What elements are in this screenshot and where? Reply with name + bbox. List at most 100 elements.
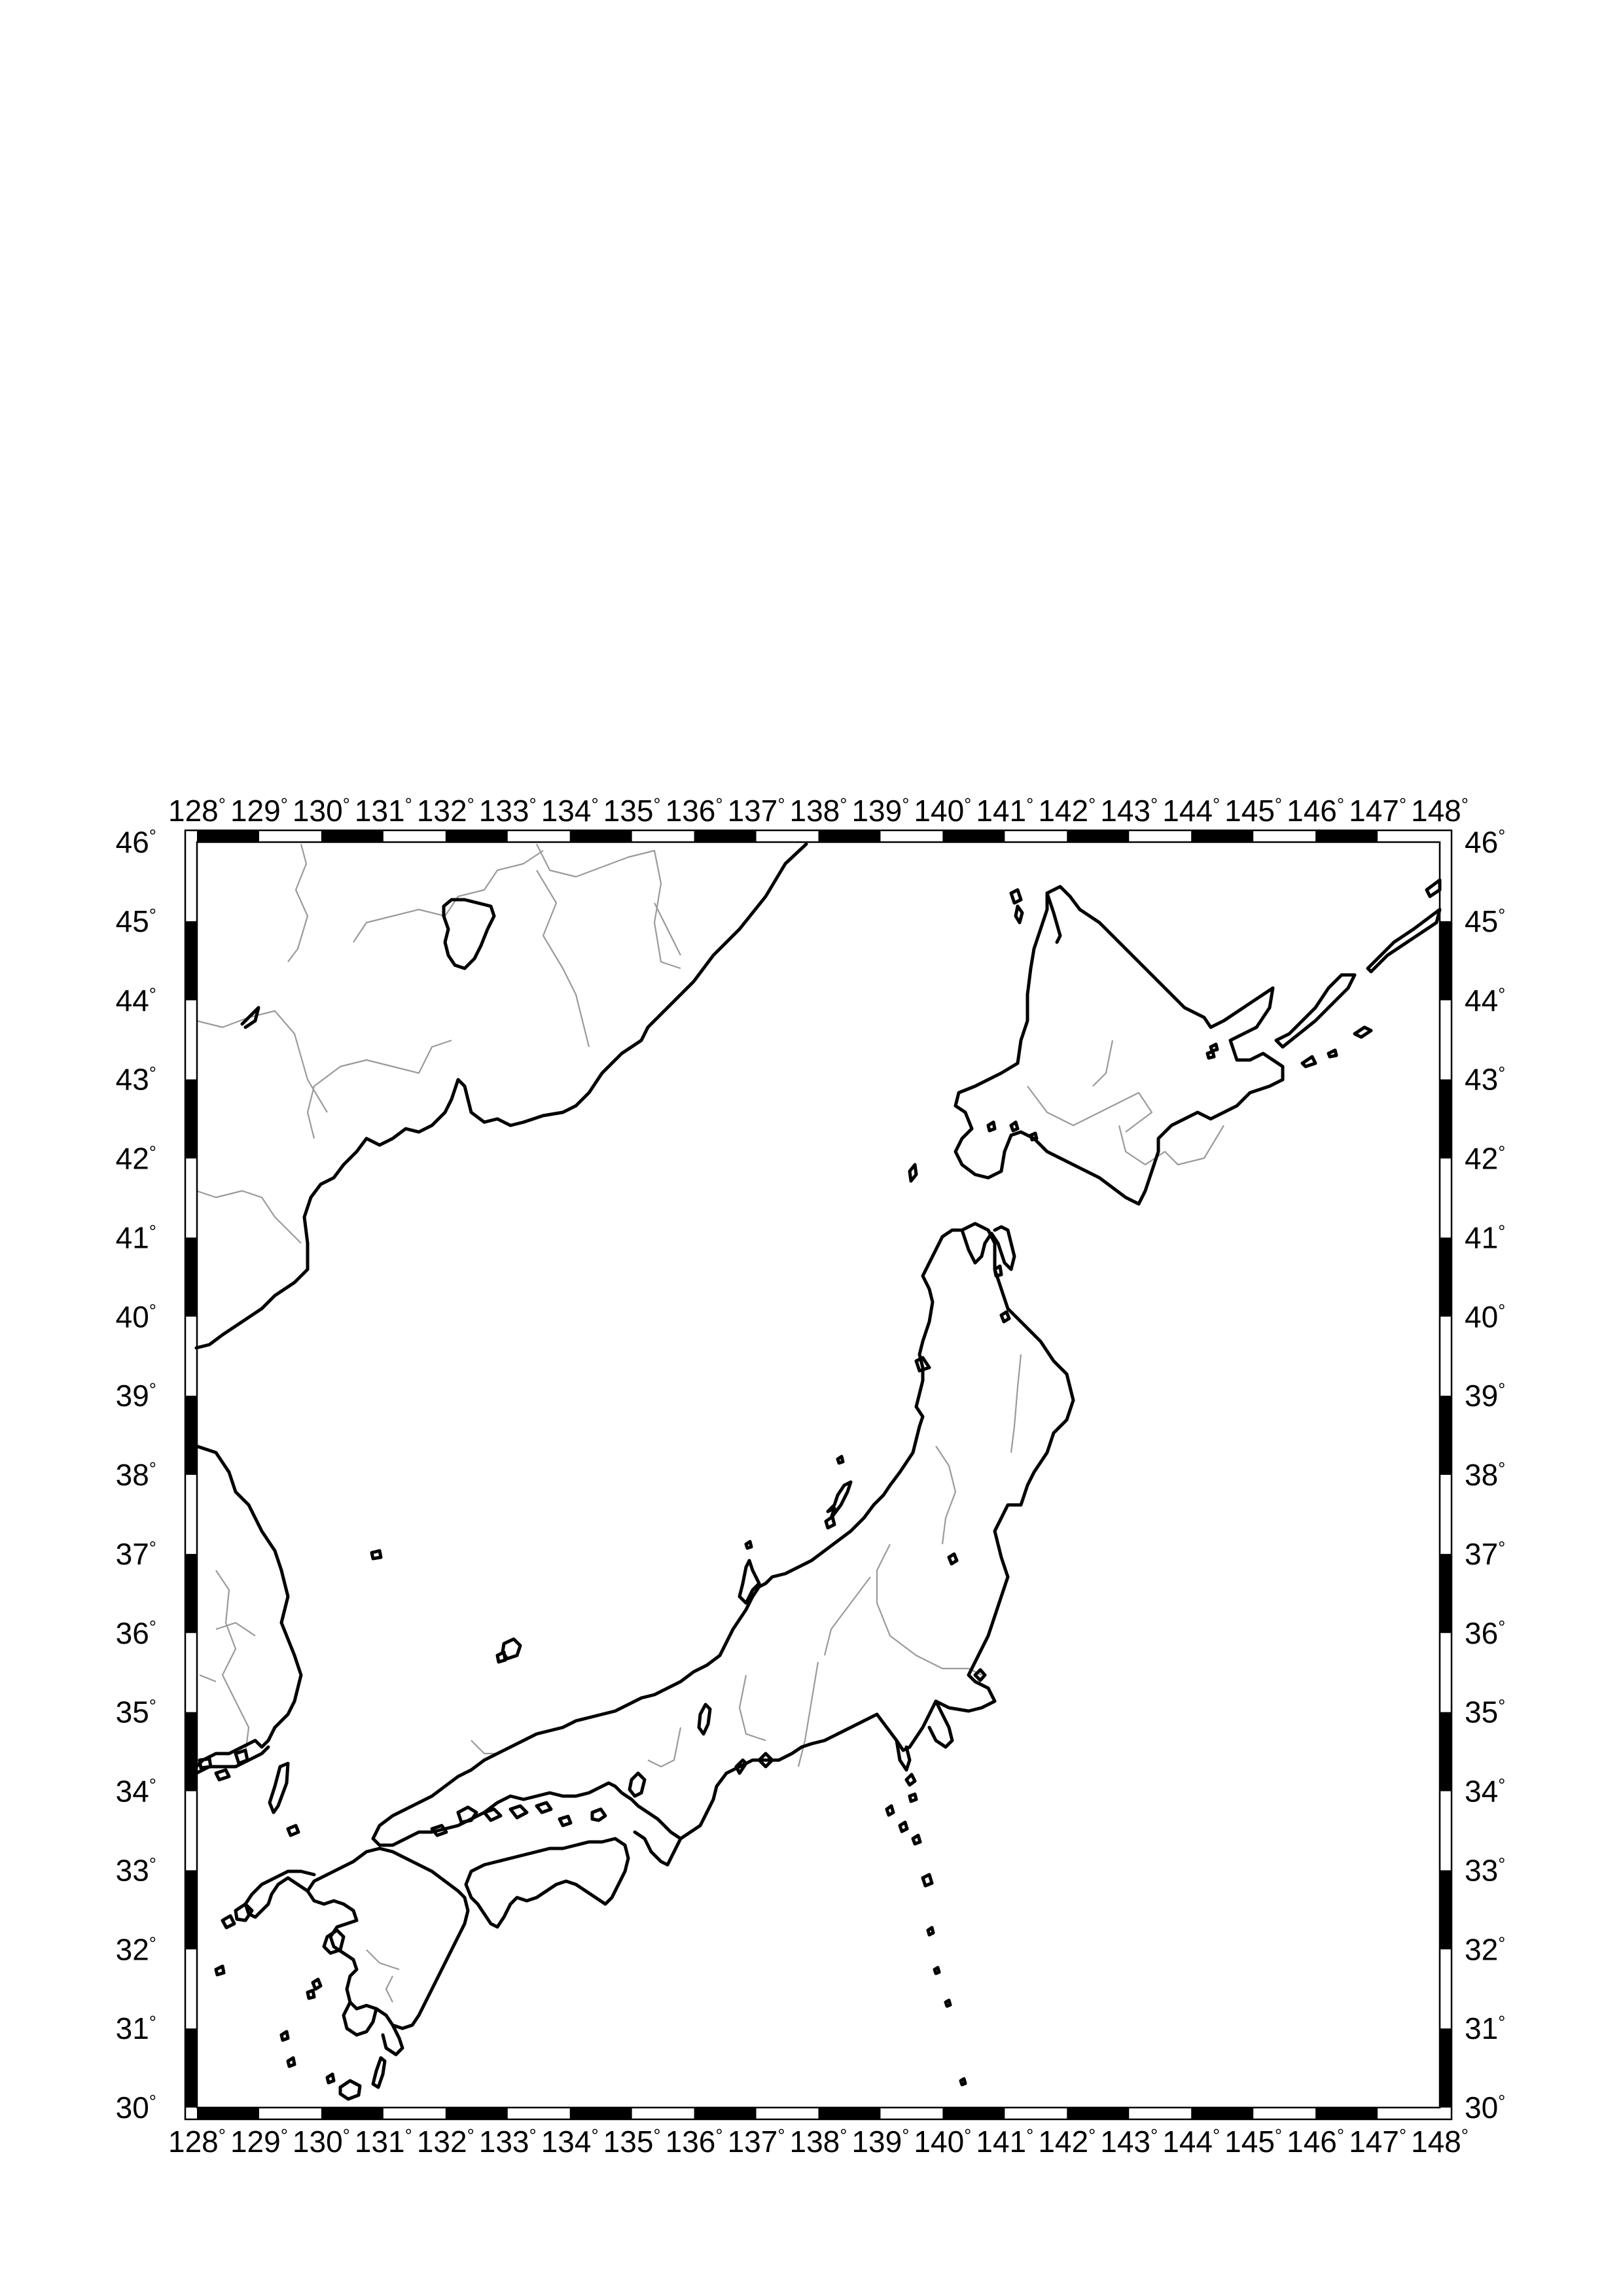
island-okushiri xyxy=(908,1163,918,1183)
lat-label-right: 41° xyxy=(1465,1220,1505,1254)
frame-segment-bottom xyxy=(197,2108,259,2119)
island-izu-oshima xyxy=(904,1773,917,1787)
frame-segment-right xyxy=(1440,1396,1452,1475)
frame-segment-right xyxy=(1440,1870,1452,1950)
river-amur-region-1 xyxy=(287,843,309,963)
lon-label-top: 140° xyxy=(914,794,971,828)
lon-label-bottom: 147° xyxy=(1349,2125,1406,2159)
lon-label-top: 129° xyxy=(230,794,288,828)
lat-label-left: 35° xyxy=(116,1695,156,1729)
river-kinki-1 xyxy=(647,1727,682,1768)
lon-label-top: 142° xyxy=(1038,794,1096,828)
lon-label-bottom: 142° xyxy=(1038,2125,1096,2159)
coast-kii xyxy=(633,1830,683,1867)
coast-asia-north xyxy=(194,842,808,1350)
island-sado-2 xyxy=(824,1515,836,1530)
frame-segment-bottom xyxy=(321,2108,383,2119)
river-amur-region-5 xyxy=(654,902,681,956)
lat-label-right: 44° xyxy=(1465,983,1505,1017)
lon-label-top: 128° xyxy=(168,794,226,828)
island-miyake xyxy=(911,1833,922,1846)
lat-label-left: 34° xyxy=(116,1775,156,1809)
frame-segment-left xyxy=(185,921,197,1000)
coast-kyushu xyxy=(306,1846,470,2030)
island-habomai xyxy=(1300,1055,1317,1069)
lon-label-top: 130° xyxy=(293,794,350,828)
river-chubu-2 xyxy=(797,1661,819,1767)
island-iki xyxy=(286,1824,300,1837)
lat-label-right: 34° xyxy=(1465,1775,1505,1809)
lat-label-left: 44° xyxy=(116,983,156,1017)
lat-label-right: 32° xyxy=(1465,1932,1505,1966)
frame-segment-top xyxy=(197,830,259,842)
coast-noto xyxy=(738,1559,761,1605)
frame-segment-top xyxy=(694,830,757,842)
island-hegura xyxy=(744,1540,753,1550)
island-satsunan xyxy=(279,2030,290,2042)
map-frame xyxy=(184,829,1453,2121)
river-chugoku-1 xyxy=(471,1740,497,1755)
river-korea-2 xyxy=(215,1621,256,1636)
island-koshiki-2 xyxy=(306,1988,316,2000)
lat-label-left: 40° xyxy=(116,1299,156,1333)
island-aogashima xyxy=(926,1926,935,1937)
island-koshiki xyxy=(311,1977,323,1991)
island-shikotan xyxy=(1353,1025,1373,1039)
lon-label-bottom: 133° xyxy=(479,2125,537,2159)
lon-label-bottom: 129° xyxy=(230,2125,288,2159)
map-background xyxy=(197,842,1440,2108)
river-hokkaido-2 xyxy=(1092,1040,1114,1087)
frame-segment-right xyxy=(1440,1553,1452,1633)
river-amur-region-4 xyxy=(536,843,681,970)
river-amur-region-3 xyxy=(536,870,590,1048)
lon-label-bottom: 136° xyxy=(666,2125,723,2159)
river-korea-3 xyxy=(199,1674,217,1683)
lat-label-left: 41° xyxy=(116,1220,156,1254)
lon-label-bottom: 137° xyxy=(728,2125,785,2159)
frame-segment-bottom xyxy=(818,2108,881,2119)
frame-segment-right xyxy=(1440,1237,1452,1317)
lon-label-top: 139° xyxy=(851,794,909,828)
coast-chita xyxy=(734,1758,748,1775)
lat-label-left: 31° xyxy=(116,2011,156,2045)
lat-label-right: 33° xyxy=(1465,1853,1505,1887)
lon-label-top: 148° xyxy=(1411,794,1469,828)
frame-segment-left xyxy=(185,2028,197,2108)
lake-kasumigaura xyxy=(973,1668,987,1682)
island-sado xyxy=(826,1480,853,1520)
frame-segment-top xyxy=(569,830,632,842)
river-kanto-1 xyxy=(876,1544,982,1676)
river-kyushu-2 xyxy=(385,1975,393,2003)
island-korea-south-2 xyxy=(234,1748,249,1765)
tick-labels: 128°128°129°129°130°130°131°131°132°132°… xyxy=(116,794,1506,2159)
lon-label-bottom: 144° xyxy=(1162,2125,1220,2159)
river-kyushu-1 xyxy=(366,1949,400,1971)
lat-label-right: 30° xyxy=(1465,2091,1505,2125)
islands-seto-2 xyxy=(482,1807,503,1822)
lon-label-top: 136° xyxy=(666,794,723,828)
lon-label-top: 131° xyxy=(355,794,412,828)
lat-label-right: 38° xyxy=(1465,1458,1505,1492)
island-kuroshima xyxy=(286,2056,296,2068)
map-area xyxy=(194,842,1442,2108)
lon-label-top: 143° xyxy=(1100,794,1158,828)
island-far-west xyxy=(214,1964,226,1977)
lat-label-left: 46° xyxy=(116,825,156,859)
island-izu-3 xyxy=(898,1820,909,1833)
frame-segment-top xyxy=(1315,830,1378,842)
coast-atsumi xyxy=(757,1752,774,1769)
frame-segment-left xyxy=(185,1870,197,1950)
lon-label-top: 146° xyxy=(1287,794,1344,828)
island-izu-2 xyxy=(885,1804,895,1817)
island-kunashir xyxy=(1274,973,1357,1049)
frame-segment-left xyxy=(185,1553,197,1633)
islands-seto-5 xyxy=(430,1824,448,1837)
lat-label-left: 39° xyxy=(116,1379,156,1413)
lat-label-left: 32° xyxy=(116,1932,156,1966)
lon-label-top: 144° xyxy=(1162,794,1220,828)
lat-label-left: 42° xyxy=(116,1142,156,1176)
island-yakushima xyxy=(338,2079,362,2101)
island-sofu xyxy=(944,1998,952,2008)
coast-boso xyxy=(927,1699,954,1749)
